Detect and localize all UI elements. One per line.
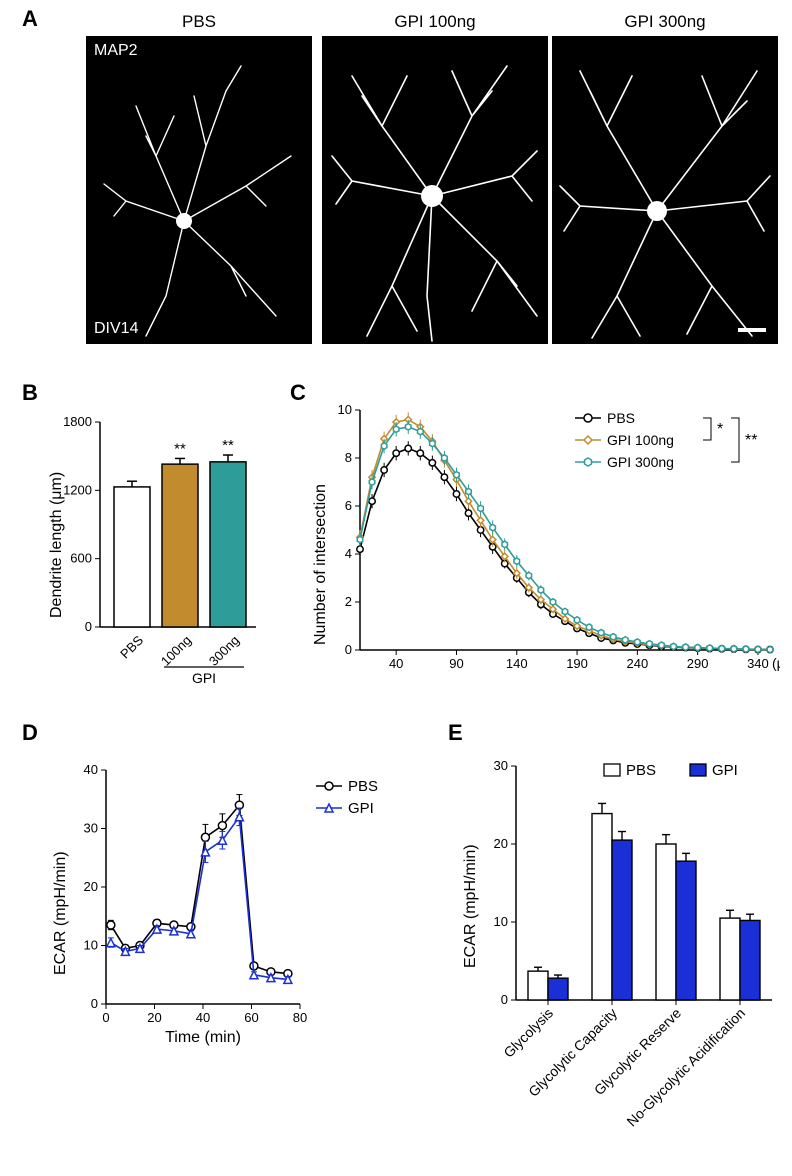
svg-text:40: 40 xyxy=(389,656,403,671)
svg-text:PBS: PBS xyxy=(117,632,146,661)
svg-text:GPI 100ng: GPI 100ng xyxy=(607,432,674,448)
svg-text:GPI: GPI xyxy=(192,670,216,685)
svg-text:**: ** xyxy=(745,432,757,449)
panel-e-chart: 0102030GlycolysisGlycolytic CapacityGlyc… xyxy=(470,750,780,1160)
svg-text:6: 6 xyxy=(345,498,352,513)
svg-text:30: 30 xyxy=(84,821,98,836)
svg-text:No-Glycolytic Acidification: No-Glycolytic Acidification xyxy=(623,1005,748,1130)
panel-c-svg: 0 2 4 6 8 10 40 90 140 190 240 290 340(μm) PBS GPI 100… xyxy=(320,400,780,680)
panel-b-label: B xyxy=(22,380,38,406)
svg-text:600: 600 xyxy=(70,551,92,566)
svg-text:1800: 1800 xyxy=(63,414,92,429)
svg-text:10: 10 xyxy=(494,914,508,929)
svg-text:10: 10 xyxy=(84,938,98,953)
svg-text:30: 30 xyxy=(494,758,508,773)
panel-d-chart: 010203040020406080Time (min)PBSGPI ECAR … xyxy=(60,750,420,1050)
svg-text:0: 0 xyxy=(501,992,508,1007)
svg-text:*: * xyxy=(717,421,723,438)
svg-text:2: 2 xyxy=(345,594,352,609)
svg-text:300ng: 300ng xyxy=(206,633,242,669)
panel-d-svg: 0 10 20 30 40 0 20 40 60 80 Time (min) PBS GPI xyxy=(60,750,420,1050)
map2-label: MAP2 xyxy=(94,42,138,60)
svg-text:20: 20 xyxy=(494,836,508,851)
svg-text:0: 0 xyxy=(85,619,92,634)
panel-d-label: D xyxy=(22,720,38,746)
svg-text:20: 20 xyxy=(84,879,98,894)
svg-text:60: 60 xyxy=(244,1010,258,1025)
panel-c-chart: 0 2 4 6 8 10 40 90 140 190 240 290 340(μm) PBS GPI 100… xyxy=(320,400,780,680)
panel-a-cond-1: GPI 100ng xyxy=(322,12,548,32)
div14-label: DIV14 xyxy=(94,320,138,338)
svg-text:GPI: GPI xyxy=(712,762,738,779)
svg-text:100ng: 100ng xyxy=(158,633,194,669)
svg-text:0: 0 xyxy=(345,642,352,657)
svg-text:4: 4 xyxy=(345,546,352,561)
svg-text:GPI 300ng: GPI 300ng xyxy=(607,454,674,470)
svg-text:0: 0 xyxy=(102,1010,109,1025)
svg-text:80: 80 xyxy=(293,1010,307,1025)
neuron-image-gpi100 xyxy=(322,36,548,344)
panel-d-ylabel: ECAR (mpH/min) xyxy=(52,851,70,975)
scale-bar xyxy=(738,328,766,332)
svg-text:40: 40 xyxy=(84,762,98,777)
svg-text:1200: 1200 xyxy=(63,482,92,497)
svg-text:Glycolysis: Glycolysis xyxy=(500,1005,556,1061)
panel-e-label: E xyxy=(448,720,463,746)
svg-text:90: 90 xyxy=(449,656,463,671)
svg-text:**: ** xyxy=(222,437,234,454)
svg-text:PBS: PBS xyxy=(626,762,656,779)
panel-a-cond-0: PBS xyxy=(86,12,312,32)
svg-text:8: 8 xyxy=(345,450,352,465)
neuron-image-gpi300 xyxy=(552,36,778,344)
svg-text:**: ** xyxy=(174,440,186,457)
svg-text:140: 140 xyxy=(506,656,528,671)
panel-b-ylabel: Dendrite length (μm) xyxy=(48,472,66,618)
svg-text:340: 340 xyxy=(747,656,769,671)
svg-text:240: 240 xyxy=(627,656,649,671)
panel-c-ylabel: Number of intersection xyxy=(312,484,330,645)
panel-c-label: C xyxy=(290,380,306,406)
panel-e-ylabel: ECAR (mpH/min) xyxy=(462,844,480,968)
panel-b-chart: 060012001800PBS**100ng**300ngGPI Dendrit… xyxy=(52,400,262,685)
svg-text:10: 10 xyxy=(338,402,352,417)
svg-text:290: 290 xyxy=(687,656,709,671)
svg-text:Time (min): Time (min) xyxy=(165,1029,241,1046)
panel-e-svg: 0102030GlycolysisGlycolytic CapacityGlyc… xyxy=(470,750,780,1160)
svg-text:40: 40 xyxy=(196,1010,210,1025)
svg-text:GPI: GPI xyxy=(348,800,374,817)
svg-text:PBS: PBS xyxy=(348,778,378,795)
svg-text:PBS: PBS xyxy=(607,410,635,426)
svg-text:0: 0 xyxy=(91,996,98,1011)
neuron-image-pbs: MAP2 DIV14 xyxy=(86,36,312,344)
panel-a-label: A xyxy=(22,6,38,32)
panel-b-svg: 0 600 1200 1800 PBS ** 100ng ** 300ngGPI xyxy=(52,400,262,685)
svg-text:20: 20 xyxy=(147,1010,161,1025)
svg-text:190: 190 xyxy=(566,656,588,671)
svg-text:(μm): (μm) xyxy=(772,655,780,671)
panel-a-cond-2: GPI 300ng xyxy=(552,12,778,32)
